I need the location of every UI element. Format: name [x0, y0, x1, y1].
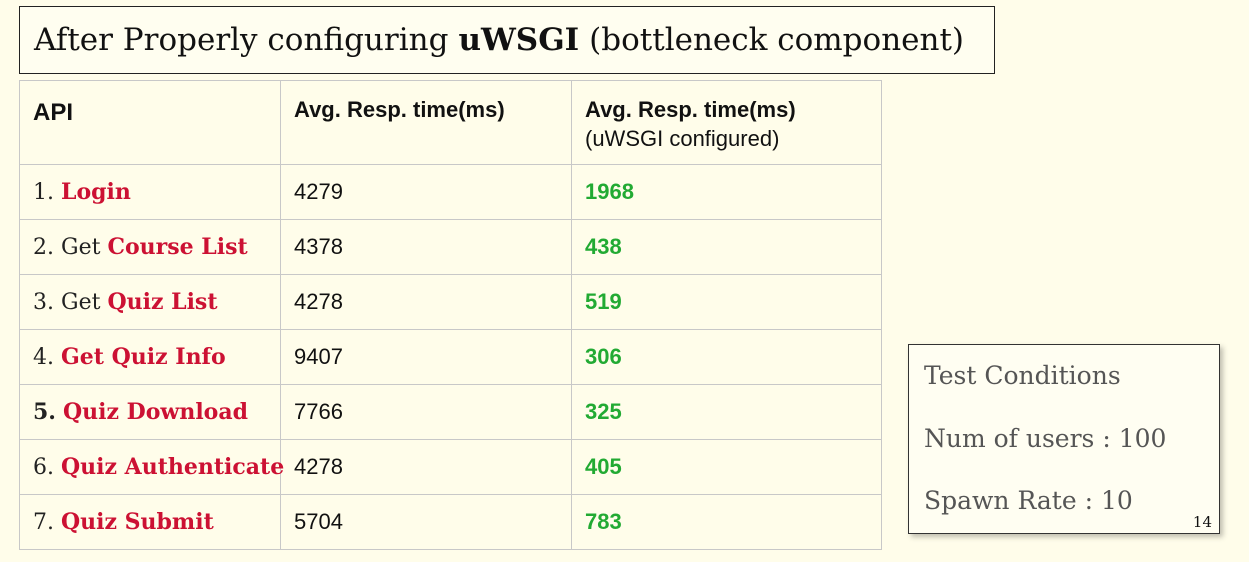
table-row: 2. Get Course List 4378 438: [19, 219, 882, 275]
header-configured-label: Avg. Resp. time(ms): [585, 97, 796, 122]
title-text-before: After Properly configuring: [34, 22, 449, 58]
api-cell: 3. Get Quiz List: [19, 274, 281, 330]
num-users: Num of users : 100: [924, 424, 1167, 453]
header-avg-resp-time: Avg. Resp. time(ms): [280, 80, 572, 165]
avg-resp-time-cell: 4279: [280, 164, 572, 220]
title-text-bold: uWSGI: [458, 22, 580, 58]
api-prefix: Get: [61, 290, 101, 315]
header-avg-label: Avg. Resp. time(ms): [294, 97, 505, 122]
api-name: Quiz Download: [62, 399, 248, 425]
api-cell: 6. Quiz Authenticate: [19, 439, 285, 495]
configured-resp-time-cell: 519: [571, 274, 882, 330]
header-avg-resp-time-configured: Avg. Resp. time(ms) (uWSGI configured): [571, 80, 882, 165]
api-number: 1.: [33, 180, 54, 205]
api-number: 2.: [33, 235, 54, 260]
slide-title: After Properly configuring uWSGI (bottle…: [19, 6, 995, 74]
title-text-after: (bottleneck component): [589, 22, 965, 58]
avg-resp-time-cell: 5704: [280, 494, 572, 550]
avg-resp-time-cell: 4378: [280, 219, 572, 275]
table-row: 1. Login 4279 1968: [19, 164, 882, 220]
api-cell: 4. Get Quiz Info: [19, 329, 281, 385]
header-configured-sublabel: (uWSGI configured): [585, 126, 780, 151]
api-number: 3.: [33, 290, 54, 315]
avg-resp-time-cell: 4278: [280, 439, 572, 495]
table-row: 7. Quiz Submit 5704 783: [19, 494, 882, 550]
table-row: 6. Quiz Authenticate 4278 405: [19, 439, 882, 495]
configured-resp-time-cell: 438: [571, 219, 882, 275]
api-number: 5.: [33, 399, 56, 425]
api-prefix: Get: [61, 235, 101, 260]
table-row: 4. Get Quiz Info 9407 306: [19, 329, 882, 385]
api-cell: 5. Quiz Download: [19, 384, 281, 440]
api-name: Get Quiz Info: [61, 344, 226, 370]
api-name: Login: [61, 179, 131, 205]
table-row: 3. Get Quiz List 4278 519: [19, 274, 882, 330]
avg-resp-time-cell: 4278: [280, 274, 572, 330]
api-name: Quiz Submit: [61, 509, 214, 535]
configured-resp-time-cell: 306: [571, 329, 882, 385]
api-name: Quiz Authenticate: [61, 454, 285, 480]
api-cell: 1. Login: [19, 164, 281, 220]
response-time-table: API Avg. Resp. time(ms) Avg. Resp. time(…: [19, 80, 882, 550]
api-name: Quiz List: [107, 289, 218, 315]
test-conditions-heading: Test Conditions: [924, 361, 1121, 390]
avg-resp-time-cell: 9407: [280, 329, 572, 385]
api-name: Course List: [107, 234, 248, 260]
configured-resp-time-cell: 783: [571, 494, 882, 550]
page-number: 14: [1192, 513, 1212, 531]
table-header-row: API Avg. Resp. time(ms) Avg. Resp. time(…: [19, 80, 882, 165]
configured-resp-time-cell: 1968: [571, 164, 882, 220]
test-conditions-box: Test Conditions Num of users : 100 Spawn…: [908, 344, 1220, 534]
configured-resp-time-cell: 405: [571, 439, 882, 495]
api-cell: 7. Quiz Submit: [19, 494, 281, 550]
api-number: 4.: [33, 345, 54, 370]
spawn-rate: Spawn Rate : 10: [924, 486, 1133, 515]
api-number: 7.: [33, 510, 54, 535]
avg-resp-time-cell: 7766: [280, 384, 572, 440]
api-number: 6.: [33, 455, 54, 480]
configured-resp-time-cell: 325: [571, 384, 882, 440]
table-row: 5. Quiz Download 7766 325: [19, 384, 882, 440]
header-api: API: [19, 80, 281, 165]
api-cell: 2. Get Course List: [19, 219, 281, 275]
